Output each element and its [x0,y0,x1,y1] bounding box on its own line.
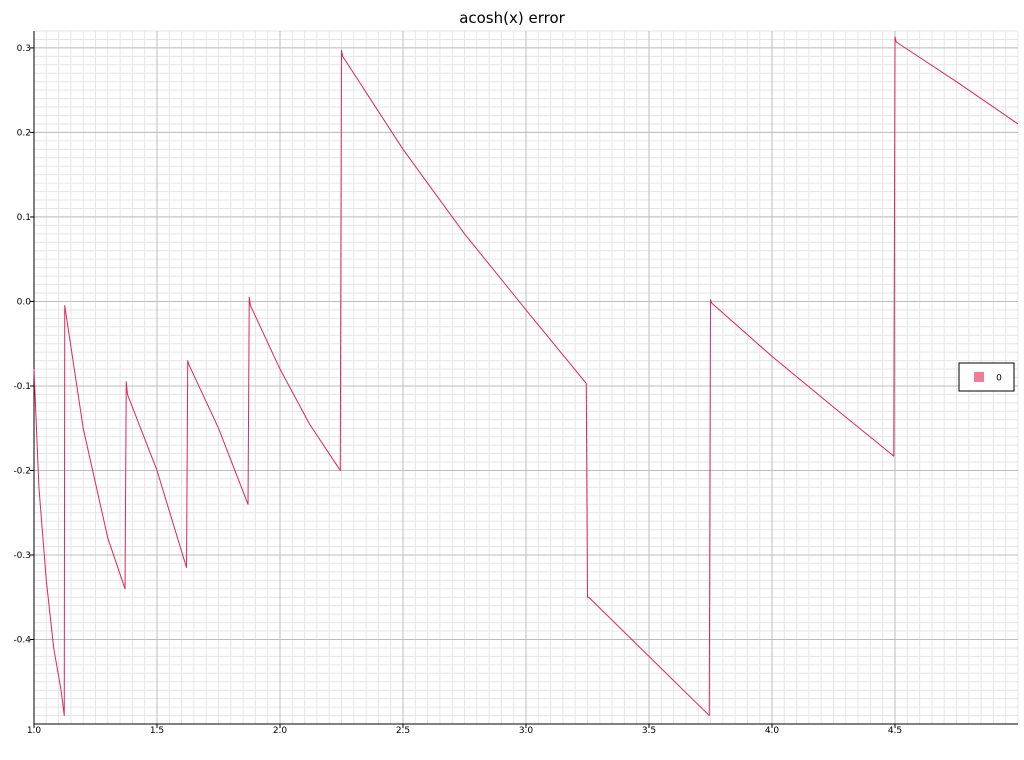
legend-label: 0 [996,374,1002,384]
y-tick-label: -0.3 [13,551,31,561]
legend-box [958,362,1015,392]
y-axis-ticks: -0.4 -0.3 -0.2 -0.1 0.0 0.1 0.2 0.3 [13,44,34,645]
y-tick-label: -0.4 [13,635,31,645]
chart-title: acosh(x) error [459,9,565,27]
x-tick-label: 1.0 [27,726,42,736]
series-line-0 [33,36,1019,717]
y-tick-label: 0.0 [17,297,32,307]
x-tick-label: 4.5 [888,726,902,736]
legend: 0 [958,362,1015,392]
x-axis-ticks: 1.0 1.5 2.0 2.5 3.0 3.5 4.0 4.5 [27,724,902,736]
series-group [33,36,1019,717]
x-tick-label: 3.0 [519,726,534,736]
x-tick-label: 1.5 [150,726,164,736]
legend-swatch [974,372,984,382]
x-tick-label: 3.5 [642,726,656,736]
x-tick-label: 4.0 [765,726,780,736]
y-tick-label: -0.2 [13,466,31,476]
x-tick-label: 2.0 [273,726,288,736]
y-tick-label: -0.1 [13,382,31,392]
y-tick-label: 0.1 [17,213,31,223]
y-tick-label: 0.2 [17,128,31,138]
x-tick-label: 2.5 [396,726,410,736]
y-tick-label: 0.3 [17,44,31,54]
